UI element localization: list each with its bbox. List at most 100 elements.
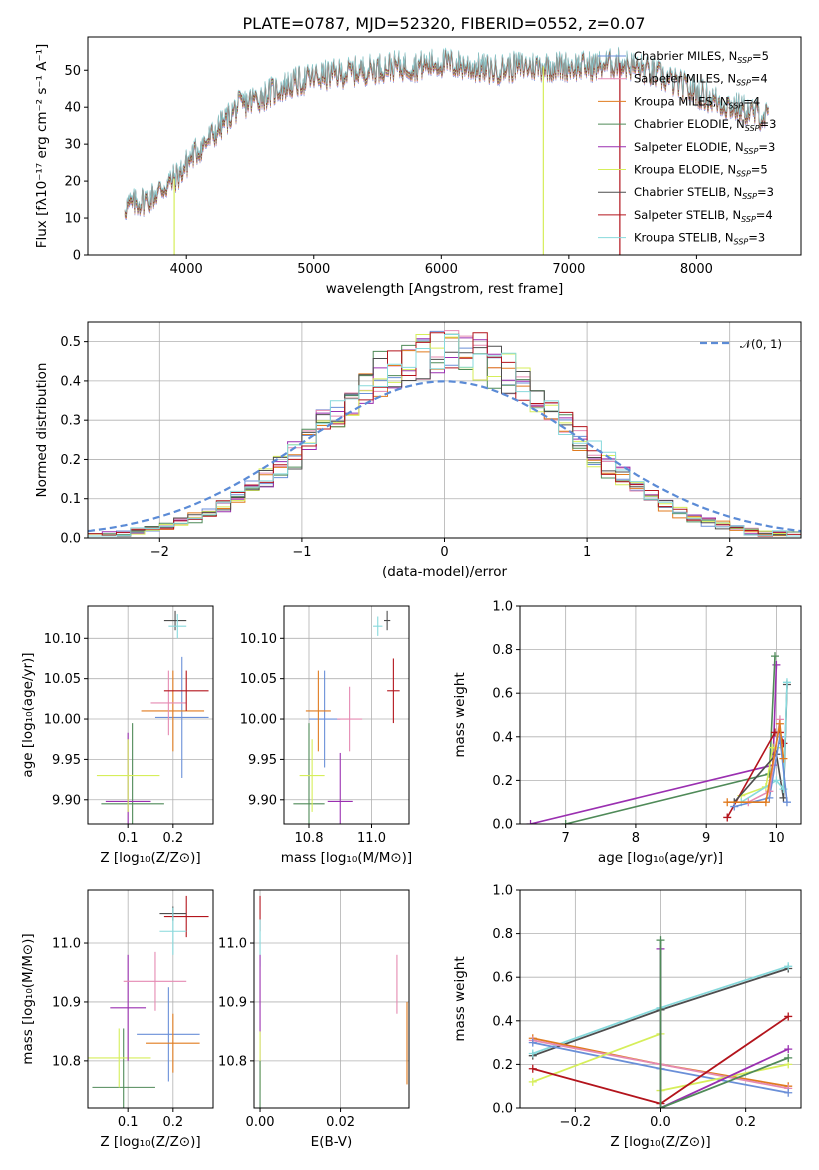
- spectrum-line-kroupa-stelib: [124, 46, 769, 213]
- hist-kroupa-stelib: [88, 334, 801, 537]
- y-tick-label: 0.8: [492, 643, 513, 658]
- y-tick-label: 10.00: [240, 713, 277, 728]
- legend-label-kroupa-miles: Kroupa MILES, NSSP=4: [634, 94, 760, 110]
- y-tick-label: 11.0: [218, 937, 247, 952]
- weight-marker-chabrier-elodie: [784, 1053, 793, 1062]
- weight-marker-salpeter-stelib: [784, 1012, 793, 1021]
- plot-area-age-vs-mass: [293, 610, 400, 824]
- y-tick-label: 10.9: [218, 995, 247, 1010]
- panel-age-vs-mass: 10.8 11.0 9.90 9.95 10.00 10.05 10.10 mass [log…: [240, 605, 412, 866]
- y-tick-label: 10.8: [52, 1054, 81, 1069]
- x-tick-label: 2: [726, 545, 734, 560]
- weight-marker-chabrier-miles: [528, 1038, 537, 1047]
- x-tick-label: 7: [562, 831, 570, 846]
- y-tick-label: 50: [64, 64, 81, 79]
- legend-label-kroupa-elodie: Kroupa ELODIE, NSSP=5: [634, 163, 768, 179]
- axes-frame-age-vs-z: [87, 605, 214, 825]
- x-tick-label: 8000: [680, 262, 713, 277]
- panel-weight-vs-z: −0.2 0.0 0.2 0.0 0.2 0.4 0.6 0.8 1.0 Z [log₁₀(Z/Z…: [452, 884, 802, 1150]
- y-tick-label: 40: [64, 101, 81, 116]
- legend-label-kroupa-stelib: Kroupa STELIB, NSSP=3: [634, 231, 765, 247]
- x-tick-label: 5000: [297, 262, 330, 277]
- axes-frame-age-vs-mass: [283, 605, 410, 825]
- x-tick-label: 9: [702, 831, 710, 846]
- x-axis-label-age-vs-mass: mass [log₁₀(M/M⊙)]: [281, 850, 412, 866]
- y-tick-label: 1.0: [492, 884, 513, 899]
- x-axis-label-weight-vs-age: age [log₁₀(age/yr)]: [598, 850, 723, 866]
- weight-marker-kroupa-elodie: [528, 1077, 537, 1086]
- x-tick-label: 10: [768, 831, 785, 846]
- plot-area-spectrum: [124, 46, 769, 255]
- legend-label-chabrier-elodie: Chabrier ELODIE, NSSP=3: [634, 117, 776, 133]
- y-axis-label-spectrum: Flux [fλ10⁻¹⁷ erg cm⁻² s⁻¹ A⁻¹]: [34, 44, 50, 249]
- weight-marker-chabrier-elodie: [656, 936, 665, 945]
- y-tick-label: 0.0: [60, 532, 81, 547]
- weight-marker-kroupa-miles: [779, 754, 788, 763]
- weight-line-kroupa-stelib: [740, 682, 788, 803]
- y-tick-label: 10.10: [44, 632, 81, 647]
- y-tick-label: 10.10: [240, 632, 277, 647]
- x-axis-label-residuals: (data-model)/error: [382, 564, 508, 580]
- weight-marker-kroupa-miles: [761, 798, 770, 807]
- plot-area-weight-vs-z: [528, 936, 793, 1108]
- x-tick-label: 1: [583, 545, 591, 560]
- y-axis-label-residuals: Normed distribution: [34, 363, 50, 498]
- plot-area-weight-vs-age: [526, 652, 791, 824]
- panel-residuals: 𝒩(0, 1) −2 −1 0 1 2 0.0 0.1 0.2 0.3 0.4 0.5 (data-mo…: [34, 321, 802, 580]
- y-tick-label: 10.9: [52, 995, 81, 1010]
- panel-weight-vs-age: 7 8 9 10 0.0 0.2 0.4 0.6 0.8 1.0 age [log₁₀(age/yr…: [452, 600, 802, 866]
- x-tick-label: 6000: [425, 262, 458, 277]
- y-tick-label: 0.1: [60, 492, 81, 507]
- legend-label-salpeter-elodie: Salpeter ELODIE, NSSP=3: [634, 140, 775, 156]
- plot-area-mass-vs-ebv: [259, 895, 408, 1108]
- x-tick-label: 8: [632, 831, 640, 846]
- y-tick-label: 0.4: [492, 1014, 513, 1029]
- axes-frame-mass-vs-ebv: [253, 889, 410, 1109]
- weight-marker-salpeter-elodie: [526, 820, 535, 824]
- weight-marker-salpeter-stelib: [528, 1064, 537, 1073]
- axes-frame-spectrum: [87, 36, 802, 256]
- reference-gaussian: [88, 380, 801, 533]
- y-tick-label: 0.2: [60, 453, 81, 468]
- y-tick-label: 0.2: [492, 1058, 513, 1073]
- weight-marker-kroupa-stelib: [782, 678, 791, 687]
- x-tick-label: −2: [150, 545, 169, 560]
- y-axis-label-mass-vs-z: mass [log₁₀(M/M⊙)]: [20, 933, 36, 1064]
- x-tick-label: 11.0: [357, 831, 386, 846]
- y-tick-label: 11.0: [52, 937, 81, 952]
- weight-line-salpeter-elodie: [530, 664, 778, 824]
- weight-marker-salpeter-stelib: [723, 813, 732, 822]
- panel-age-vs-z: 0.1 0.2 9.90 9.95 10.00 10.05 10.10 Z [log₁₀(Z/…: [20, 605, 214, 866]
- x-tick-label: 0: [440, 545, 448, 560]
- x-tick-label: 0.0: [650, 1115, 671, 1130]
- weight-marker-chabrier-elodie: [656, 1104, 665, 1108]
- axes-frame-weight-vs-age: [519, 605, 802, 825]
- x-tick-label: 7000: [552, 262, 585, 277]
- legend-label-salpeter-stelib: Salpeter STELIB, NSSP=4: [634, 208, 773, 224]
- y-tick-label: 0.5: [60, 335, 81, 350]
- weight-marker-chabrier-miles: [782, 798, 791, 807]
- y-tick-label: 9.95: [248, 753, 277, 768]
- chart-layer: Chabrier MILES, NSSP=5 Salpeter MILES, NS…: [20, 36, 802, 1150]
- y-tick-label: 0: [73, 249, 81, 264]
- y-tick-label: 0.8: [492, 927, 513, 942]
- weight-marker-kroupa-stelib: [784, 962, 793, 971]
- y-axis-label-age-vs-z: age [log₁₀(age/yr)]: [20, 652, 36, 777]
- legend-label-chabrier-miles: Chabrier MILES, NSSP=5: [634, 49, 769, 65]
- x-tick-label: 0.00: [246, 1115, 275, 1130]
- y-tick-label: 0.2: [492, 774, 513, 789]
- x-axis-label-spectrum: wavelength [Angstrom, rest frame]: [326, 281, 564, 297]
- axes-frame-mass-vs-z: [87, 889, 214, 1109]
- weight-line-chabrier-elodie: [659, 940, 789, 1108]
- weight-marker-chabrier-miles: [784, 1088, 793, 1097]
- x-axis-label-mass-vs-z: Z [log₁₀(Z/Z⊙)]: [100, 1134, 200, 1150]
- x-axis-label-age-vs-z: Z [log₁₀(Z/Z⊙)]: [100, 850, 200, 866]
- x-tick-label: 0.2: [735, 1115, 756, 1130]
- weight-line-kroupa-miles: [727, 723, 785, 804]
- x-tick-label: −1: [292, 545, 311, 560]
- weight-marker-chabrier-elodie: [771, 652, 780, 661]
- x-tick-label: 0.2: [162, 831, 183, 846]
- x-tick-label: −0.2: [560, 1115, 592, 1130]
- weight-marker-kroupa-stelib: [528, 1049, 537, 1058]
